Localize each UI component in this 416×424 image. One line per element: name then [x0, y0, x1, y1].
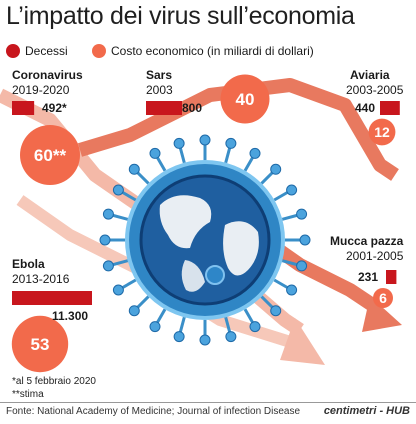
globe-land-1: [159, 195, 212, 249]
label-mucca-pazza: Mucca pazza: [330, 234, 404, 248]
period-coronavirus: 2019-2020: [12, 83, 70, 97]
deaths-value-ebola: 11.300: [52, 309, 89, 323]
label-aviaria: Aviaria: [350, 68, 390, 82]
cost-label-aviaria: 12: [374, 124, 390, 140]
virus-spike-tip: [173, 331, 185, 343]
cost-circle-coronavirus: [20, 125, 80, 185]
note-date: *al 5 febbraio 2020: [12, 376, 96, 387]
cost-label-coronavirus: 60**: [34, 146, 67, 165]
deaths-bar-mucca-pazza: [386, 270, 397, 284]
virus-spike-tip: [225, 331, 237, 343]
note-estimate: **stima: [12, 389, 44, 400]
deaths-bars: [12, 101, 400, 305]
deaths-value-mucca-pazza: 231: [358, 270, 379, 284]
deaths-bar-ebola: [12, 291, 92, 305]
virus-spike-tip: [149, 147, 161, 159]
virus-spike-tip: [270, 163, 282, 175]
globe-illustration: [139, 174, 271, 306]
virus-spike-tip: [286, 284, 298, 296]
virus-spike-tip: [112, 284, 124, 296]
virus-spike-tip: [102, 260, 114, 272]
trend-arrow-main: [77, 78, 399, 181]
cost-circle-ebola: [11, 315, 69, 373]
cost-circle-mucca-pazza: [373, 288, 393, 308]
legend-deaths-label: Decessi: [25, 44, 68, 58]
cost-label-mucca-pazza: 6: [379, 290, 387, 306]
virus-spike-tip: [128, 163, 140, 175]
legend-cost: Costo economico (in miliardi di dollari): [92, 44, 314, 58]
period-mucca-pazza: 2001-2005: [346, 249, 404, 263]
label-sars: Sars: [146, 68, 173, 82]
brand-logo: centimetri - HUB: [323, 405, 410, 417]
legend-deaths-swatch: [6, 44, 20, 58]
label-coronavirus: Coronavirus: [12, 68, 83, 82]
cost-circles: 60** 40 12 53 6: [11, 74, 396, 373]
deaths-bar-sars: [146, 101, 182, 115]
deaths-value-sars: 800: [182, 101, 203, 115]
period-sars: 2003: [146, 83, 173, 97]
period-aviaria: 2003-2005: [346, 83, 404, 97]
source-note: Fonte: National Academy of Medicine; Jou…: [6, 406, 301, 417]
cost-label-sars: 40: [236, 90, 255, 109]
virus-spike-tip: [249, 147, 261, 159]
cost-circle-sars: [220, 74, 270, 124]
virus-spike-tip: [149, 321, 161, 333]
cost-label-ebola: 53: [31, 335, 50, 354]
footer-divider: [0, 402, 416, 403]
globe-land-3: [181, 260, 205, 292]
legend-cost-swatch: [92, 44, 106, 58]
legend-cost-label: Costo economico (in miliardi di dollari): [111, 44, 314, 58]
virus-spike-tip: [299, 234, 311, 246]
virus-spike-tip: [199, 334, 211, 346]
deaths-bar-aviaria: [380, 101, 400, 115]
cost-circle-aviaria: [368, 118, 396, 146]
virus-spike-tip: [173, 137, 185, 149]
virus-spike-tip: [249, 321, 261, 333]
trend-arrow-light-head: [280, 318, 325, 365]
globe-virus-small: [205, 265, 225, 285]
globe-land-2: [223, 221, 259, 276]
virus-spike-tip: [286, 184, 298, 196]
virus-spike-tip: [102, 208, 114, 220]
chart-title: L’impatto dei virus sull’economia: [6, 2, 355, 30]
legend-deaths: Decessi: [6, 44, 68, 58]
label-ebola: Ebola: [12, 257, 45, 271]
deaths-value-aviaria: 440: [355, 101, 376, 115]
virus-spike-tip: [225, 137, 237, 149]
trend-arrow-lower-head: [362, 296, 402, 332]
virus-spike-tip: [99, 234, 111, 246]
virus-spike-tip: [128, 305, 140, 317]
virus-spike-tip: [112, 184, 124, 196]
globe-rim: [139, 174, 271, 306]
deaths-value-coronavirus: 492*: [42, 101, 67, 115]
virus-spike-tip: [296, 208, 308, 220]
virus-spike-tip: [296, 260, 308, 272]
virus-spike-tip: [199, 134, 211, 146]
deaths-bar-coronavirus: [12, 101, 35, 115]
virus-spike-tip: [270, 305, 282, 317]
period-ebola: 2013-2016: [12, 272, 70, 286]
